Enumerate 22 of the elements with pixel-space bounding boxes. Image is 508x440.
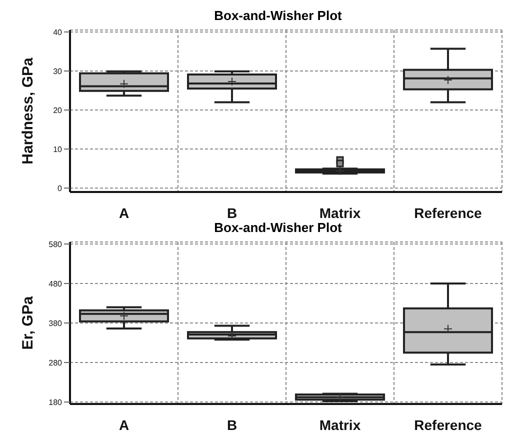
y-axis-title: Er, GPa — [19, 296, 36, 350]
x-tick-label: Reference — [414, 416, 482, 433]
y-tick-label: 10 — [53, 144, 63, 154]
y-tick-label: 180 — [48, 398, 63, 407]
y-tick-label: 30 — [53, 66, 63, 76]
x-tick-label: Matrix — [319, 416, 361, 433]
chart-title: Box-and-Wisher Plot — [213, 8, 343, 25]
chart-title: Box-and-Wisher Plot — [213, 220, 343, 237]
y-tick-label: 280 — [48, 358, 63, 368]
x-tick-label: A — [118, 416, 130, 433]
y-tick-label: 380 — [48, 318, 63, 328]
x-tick-label: A — [118, 204, 130, 221]
y-tick-label: 40 — [53, 28, 63, 37]
y-tick-label: 0 — [58, 184, 63, 193]
y-tick-label: 480 — [48, 279, 63, 288]
x-tick-label: B — [226, 204, 238, 221]
x-tick-label: Reference — [414, 204, 482, 221]
y-axis-title: Hardness, GPa — [19, 56, 36, 164]
y-tick-label: 20 — [53, 106, 63, 115]
x-tick-label: B — [226, 416, 238, 433]
x-tick-label: Matrix — [319, 204, 361, 221]
y-tick-label: 580 — [48, 240, 63, 249]
